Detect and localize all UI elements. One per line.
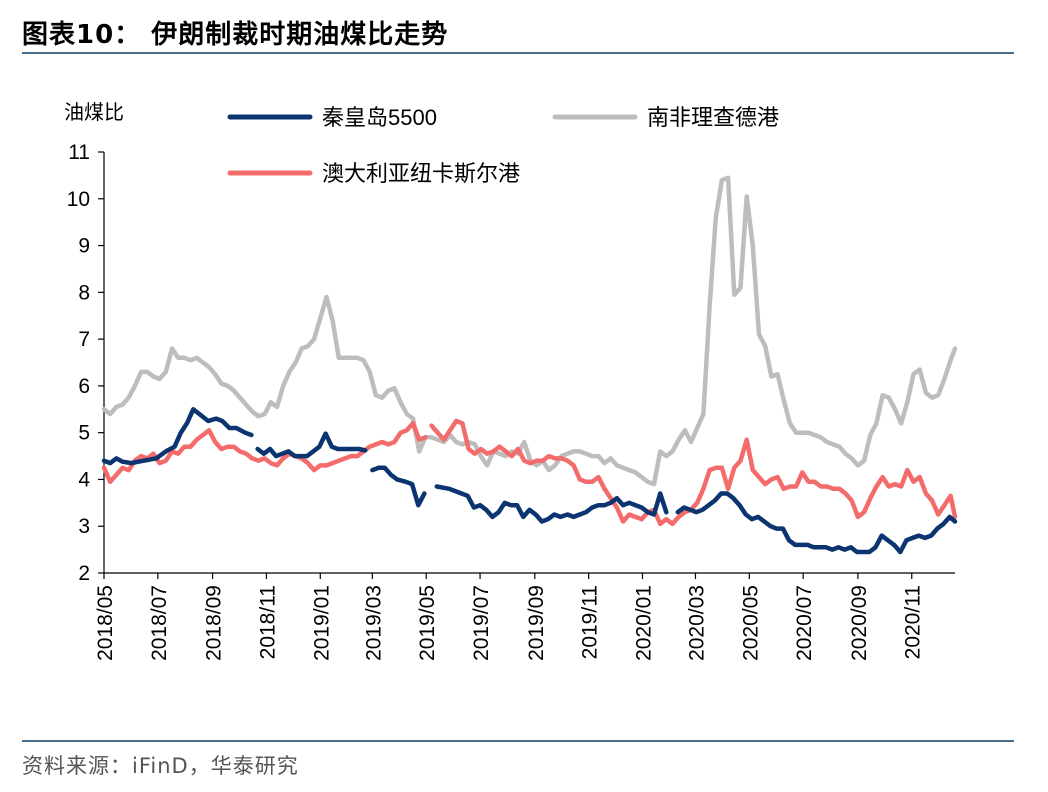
x-tick-label: 2019/11 — [579, 585, 602, 659]
legend-label: 南非理查德港 — [647, 105, 779, 130]
y-tick-label: 11 — [68, 141, 90, 164]
y-tick-label: 5 — [78, 422, 90, 445]
y-tick-label: 3 — [78, 515, 90, 538]
series-line-0 — [101, 407, 254, 466]
source-note: 资料来源：iFinD，华泰研究 — [22, 754, 299, 778]
series-line-0 — [434, 484, 669, 524]
x-tick-label: 2019/09 — [525, 585, 548, 661]
x-tick-label: 2020/03 — [685, 585, 708, 661]
y-tick-label: 6 — [78, 375, 90, 398]
x-tick-label: 2020/01 — [632, 585, 655, 661]
x-tick-label: 2019/03 — [362, 585, 385, 661]
x-tick-label: 2018/09 — [203, 585, 226, 661]
y-tick-label: 10 — [67, 188, 90, 211]
figure-title: 图表10： 伊朗制裁时期油煤比走势 — [22, 20, 449, 50]
title-rule — [22, 52, 1014, 54]
chart-series — [101, 175, 958, 555]
chart-axes: 2 3 4 5 6 7 8 9 10 11 油煤比 2018/05 2018/07 2018/09 2018… — [64, 101, 955, 661]
source-rule — [22, 740, 1014, 742]
y-tick-label: 8 — [78, 281, 90, 304]
series-line-0 — [255, 431, 368, 459]
series-line-1 — [101, 175, 958, 487]
x-tick-label: 2019/01 — [310, 585, 333, 661]
y-tick-label: 4 — [78, 468, 90, 491]
x-tick-label: 2020/07 — [793, 585, 816, 661]
x-tick-label: 2019/07 — [470, 585, 493, 661]
y-tick-label: 7 — [78, 328, 90, 351]
x-tick-label: 2020/05 — [739, 585, 762, 661]
series-line-2 — [429, 418, 958, 527]
y-tick-label: 2 — [78, 562, 90, 585]
series-line-0 — [675, 491, 958, 555]
x-tick-label: 2018/07 — [148, 585, 171, 661]
series-line-0 — [370, 465, 427, 508]
y-tick-label: 9 — [78, 235, 90, 258]
x-tick-label: 2020/11 — [902, 585, 925, 659]
x-tick-label: 2019/05 — [416, 585, 439, 661]
legend-label: 秦皇岛5500 — [322, 105, 437, 130]
x-tick-label: 2020/09 — [848, 585, 871, 661]
legend-label: 澳大利亚纽卡斯尔港 — [322, 161, 520, 186]
x-tick-label: 2018/11 — [256, 585, 279, 659]
x-tick-label: 2018/05 — [94, 585, 117, 661]
y-axis-title: 油煤比 — [64, 101, 124, 124]
